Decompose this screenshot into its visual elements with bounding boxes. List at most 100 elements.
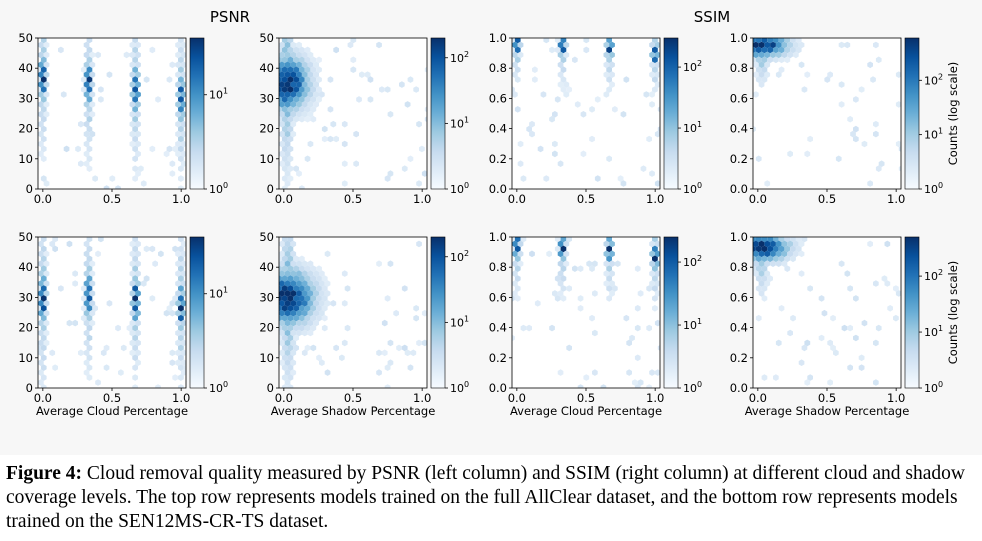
hexbin-cell — [284, 140, 291, 148]
hexbin-cell — [72, 319, 78, 327]
hexbin-cell — [552, 150, 558, 158]
hexbin-cell — [755, 237, 762, 243]
hexbin-cell — [873, 130, 879, 138]
hexbin-cell — [296, 71, 302, 78]
hexbin-cell — [284, 369, 291, 376]
hexbin-cell — [86, 265, 93, 272]
hexbin-cell — [279, 250, 285, 258]
hexbin-cell — [321, 305, 328, 312]
hexbin-cell — [753, 260, 759, 267]
hexbin-cell — [178, 56, 184, 64]
hexbin-cell — [367, 76, 374, 83]
hexbin-cell — [787, 51, 793, 59]
hexbin-cell — [793, 51, 799, 59]
hexbin-cell — [301, 111, 308, 118]
hexbin-cell — [169, 160, 176, 167]
hexbin-cell — [307, 329, 314, 337]
hexbin-cell — [40, 314, 47, 322]
hexbin-cell — [143, 275, 150, 282]
hexbin-cell — [284, 160, 291, 167]
hexbin-cell — [281, 38, 288, 44]
hexbin-cell — [512, 240, 518, 248]
hexbin-cell — [281, 106, 288, 113]
hexbin-cell — [169, 359, 176, 366]
hexbin-cell — [89, 81, 96, 88]
caption-label: Figure 4: — [6, 463, 83, 484]
hexbin-cell — [281, 324, 288, 332]
hexbin-cell — [560, 245, 567, 253]
hexbin-cell — [649, 71, 655, 78]
hexbin-cell — [83, 91, 90, 98]
hexbin-cell — [38, 76, 41, 83]
hexbin-cell — [284, 130, 291, 138]
hexbin-cell — [132, 86, 138, 93]
hexbin-cell — [387, 359, 394, 366]
hexbin-cell — [129, 111, 136, 118]
hexbin-cell — [367, 96, 374, 103]
hexbin-cell — [609, 51, 615, 59]
hexbin-cell — [290, 240, 297, 248]
hexbin-cell — [135, 101, 141, 108]
y-tick-label: 30 — [18, 91, 33, 105]
hexbin-cell — [290, 81, 297, 88]
hexbin-cell — [180, 150, 186, 158]
hexbin-cell — [86, 364, 93, 371]
hexbin-cell — [293, 275, 299, 282]
hexbin-cell — [512, 237, 515, 243]
hexbin-cell — [787, 329, 793, 337]
hexbin-cell — [38, 339, 44, 347]
hexbin-cell — [313, 319, 319, 327]
hexbin-cell — [321, 295, 328, 302]
hexbin-cell — [416, 240, 422, 248]
hexbin-cell — [279, 46, 282, 54]
hexbin-cell — [284, 81, 291, 88]
hexbin-cell — [341, 270, 348, 277]
y-tick-label: 20 — [18, 122, 33, 136]
hexbin-cell — [279, 51, 285, 59]
hexbin-cell — [281, 76, 288, 83]
hexbin-cell — [40, 324, 47, 332]
hexbin-cell — [86, 344, 93, 352]
hexbin-cell — [299, 324, 305, 332]
hexbin-cell — [764, 280, 771, 287]
hexbin-cell — [753, 41, 759, 49]
colorbar-label: Counts (log scale) — [946, 62, 960, 166]
hexbin-cell — [135, 61, 141, 69]
hexbin-cell — [307, 71, 314, 78]
hexbin-cell — [319, 359, 325, 366]
hexbin-cell — [560, 265, 567, 272]
y-tick-label: 0 — [267, 182, 274, 196]
hexbin-cell — [83, 61, 90, 69]
hexbin-cell — [790, 237, 796, 243]
colorbar-tick-label: 102 — [924, 72, 943, 87]
hexbin-cell — [287, 255, 294, 263]
hexbin-cell — [835, 155, 842, 163]
hexbin-cell — [514, 275, 521, 282]
hexbin-cell — [778, 237, 785, 243]
hexbin-cell — [517, 260, 524, 267]
hexbin-cell — [767, 255, 773, 263]
hexbin-cell — [310, 66, 317, 73]
hexbin-cell — [301, 260, 308, 267]
hexbin-cell — [310, 314, 317, 322]
hexbin-cell — [175, 130, 181, 138]
hexbin-cell — [178, 305, 184, 312]
hexbin-cell — [543, 38, 550, 44]
hexbin-cell — [895, 140, 901, 148]
hexbin-cell — [284, 290, 291, 297]
hexbin-cell — [129, 260, 136, 267]
hexbin-cell — [333, 344, 339, 352]
hexbin-cell — [40, 66, 47, 73]
hexbin-cell — [40, 374, 47, 381]
hexbin-cell — [649, 51, 655, 59]
hexbin-cell — [281, 275, 288, 282]
hexbin-cell — [560, 237, 567, 243]
hexbin-cell — [106, 71, 113, 78]
hexbin-cell — [83, 290, 90, 297]
hexbin-cell — [89, 309, 96, 317]
hexbin-cell — [38, 66, 41, 73]
hexbin-cell — [290, 280, 297, 287]
hexbin-cell — [135, 51, 141, 59]
hexbin-cell — [895, 290, 901, 297]
hexbin-cell — [764, 61, 771, 69]
